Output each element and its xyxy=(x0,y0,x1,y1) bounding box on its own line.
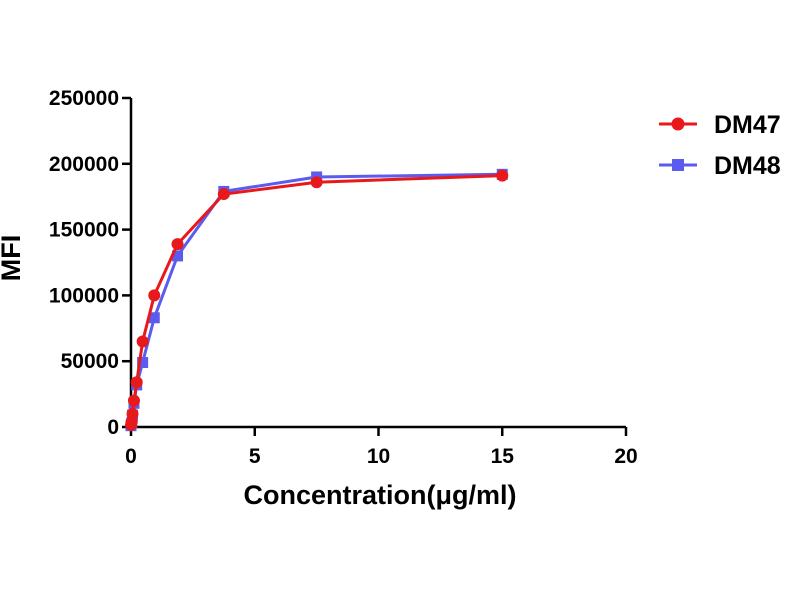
data-point xyxy=(148,312,160,324)
x-tick-label: 15 xyxy=(491,445,515,468)
x-tick-label: 5 xyxy=(249,445,261,468)
x-axis: 0 5 10 15 20 xyxy=(125,425,638,468)
data-point xyxy=(496,169,509,182)
data-point xyxy=(136,335,149,348)
y-tick-label: 200000 xyxy=(49,153,119,176)
series-line xyxy=(129,172,503,427)
data-point xyxy=(127,394,140,407)
data-point xyxy=(310,176,323,189)
y-tick-label: 0 xyxy=(107,416,119,439)
x-tick-label: 0 xyxy=(125,445,137,468)
data-point xyxy=(217,188,230,201)
y-tick-label: 100000 xyxy=(49,284,119,307)
y-axis: 0 50000 100000 150000 200000 250000 xyxy=(49,87,133,439)
legend-label: DM47 xyxy=(714,111,781,139)
data-point xyxy=(137,357,149,369)
y-ticks: 0 50000 100000 150000 200000 250000 xyxy=(49,87,131,439)
data-point xyxy=(171,238,184,251)
y-axis-title: MFI xyxy=(0,235,26,282)
series-line xyxy=(129,174,503,426)
plot-series xyxy=(125,168,509,432)
data-point xyxy=(172,250,184,262)
x-ticks: 0 5 10 15 20 xyxy=(125,427,638,468)
x-tick-label: 10 xyxy=(367,445,390,468)
x-axis-title: Concentration(μg/ml) xyxy=(243,480,516,510)
series-dm48 xyxy=(125,168,508,432)
y-tick-label: 250000 xyxy=(49,87,119,110)
legend-label: DM48 xyxy=(714,152,781,180)
legend-marker xyxy=(671,117,685,131)
data-point xyxy=(126,407,139,420)
y-tick-label: 50000 xyxy=(61,350,119,373)
series-dm47 xyxy=(125,169,509,432)
data-point xyxy=(130,376,143,389)
y-tick-label: 150000 xyxy=(49,219,119,242)
data-point xyxy=(148,289,161,302)
x-tick-label: 20 xyxy=(614,445,637,468)
legend: DM47 DM48 xyxy=(659,111,781,180)
legend-marker xyxy=(672,159,684,171)
